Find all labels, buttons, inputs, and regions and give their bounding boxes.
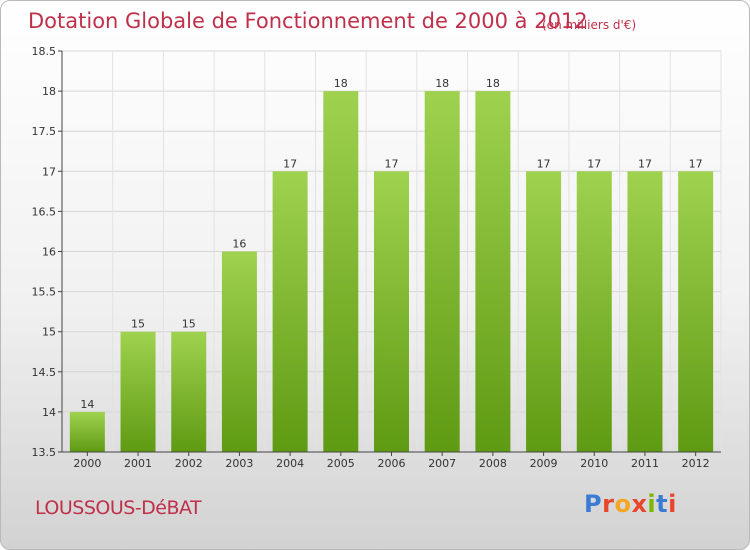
brand-letter: P: [584, 490, 603, 518]
y-tick-label: 17.5: [32, 125, 57, 138]
bar-value-label: 15: [182, 318, 196, 331]
y-tick-label: 15: [42, 326, 56, 339]
x-tick-label: 2009: [530, 457, 558, 470]
y-tick-label: 18: [42, 85, 56, 98]
bar-2000: [69, 411, 105, 452]
y-tick-label: 18.5: [32, 45, 57, 58]
bar-value-label: 17: [283, 157, 297, 170]
y-tick-label: 15.5: [32, 286, 57, 299]
bar-value-label: 18: [486, 77, 500, 90]
bar-2002: [171, 331, 207, 452]
bars: [69, 91, 714, 453]
x-tick-label: 2005: [327, 457, 355, 470]
bar-2005: [323, 91, 359, 452]
x-tick-label: 2004: [276, 457, 304, 470]
bar-value-label: 18: [334, 77, 348, 90]
chart-unit-label: (en milliers d'€): [542, 18, 637, 32]
x-tick-label: 2008: [479, 457, 507, 470]
brand-letter: t: [656, 490, 669, 518]
y-tick-label: 16: [42, 246, 56, 259]
bar-value-label: 17: [385, 157, 399, 170]
x-tick-label: 2007: [428, 457, 456, 470]
proxiti-logo: Proxiti: [584, 490, 677, 518]
bar-2011: [627, 171, 663, 453]
y-tick-label: 16.5: [32, 205, 57, 218]
bar-2007: [424, 91, 460, 452]
y-tick-label: 17: [42, 165, 56, 178]
brand-letter: r: [602, 490, 615, 518]
x-tick-label: 2001: [124, 457, 152, 470]
labels: 13.5 14 14.5 15 15.5 16 16.5 17 17.5 18 18.5 14 2000…: [32, 45, 710, 470]
commune-name: LOUSSOUS-DéBAT: [35, 497, 202, 519]
bar-2010: [576, 171, 612, 453]
brand-letter: i: [668, 490, 677, 518]
chart-title: Dotation Globale de Fonctionnement de 20…: [28, 9, 588, 33]
brand-letter: x: [631, 490, 648, 518]
bar-2012: [678, 171, 714, 453]
brand-letter: o: [614, 490, 632, 518]
bar-value-label: 17: [587, 157, 601, 170]
bar-2003: [221, 251, 257, 452]
x-tick-label: 2003: [225, 457, 253, 470]
bar-value-label: 17: [689, 157, 703, 170]
bar-2008: [475, 91, 511, 452]
y-tick-label: 14.5: [32, 366, 57, 379]
bar-value-label: 17: [638, 157, 652, 170]
bar-value-label: 15: [131, 318, 145, 331]
bar-2006: [374, 171, 409, 453]
bar-value-label: 16: [232, 238, 246, 251]
x-tick-label: 2010: [580, 457, 608, 470]
x-tick-label: 2000: [73, 457, 101, 470]
bar-2004: [272, 171, 308, 453]
axes: [58, 50, 721, 456]
bar-value-label: 17: [537, 157, 551, 170]
brand-letter: i: [647, 490, 657, 518]
x-tick-label: 2002: [175, 457, 203, 470]
x-tick-label: 2012: [682, 457, 710, 470]
bar-2009: [526, 171, 562, 453]
x-tick-label: 2006: [378, 457, 406, 470]
x-tick-label: 2011: [631, 457, 659, 470]
bar-value-label: 14: [80, 398, 94, 411]
bar-2001: [120, 331, 156, 452]
bar-value-label: 18: [435, 77, 449, 90]
y-tick-label: 14: [42, 406, 56, 419]
y-tick-label: 13.5: [32, 446, 57, 459]
